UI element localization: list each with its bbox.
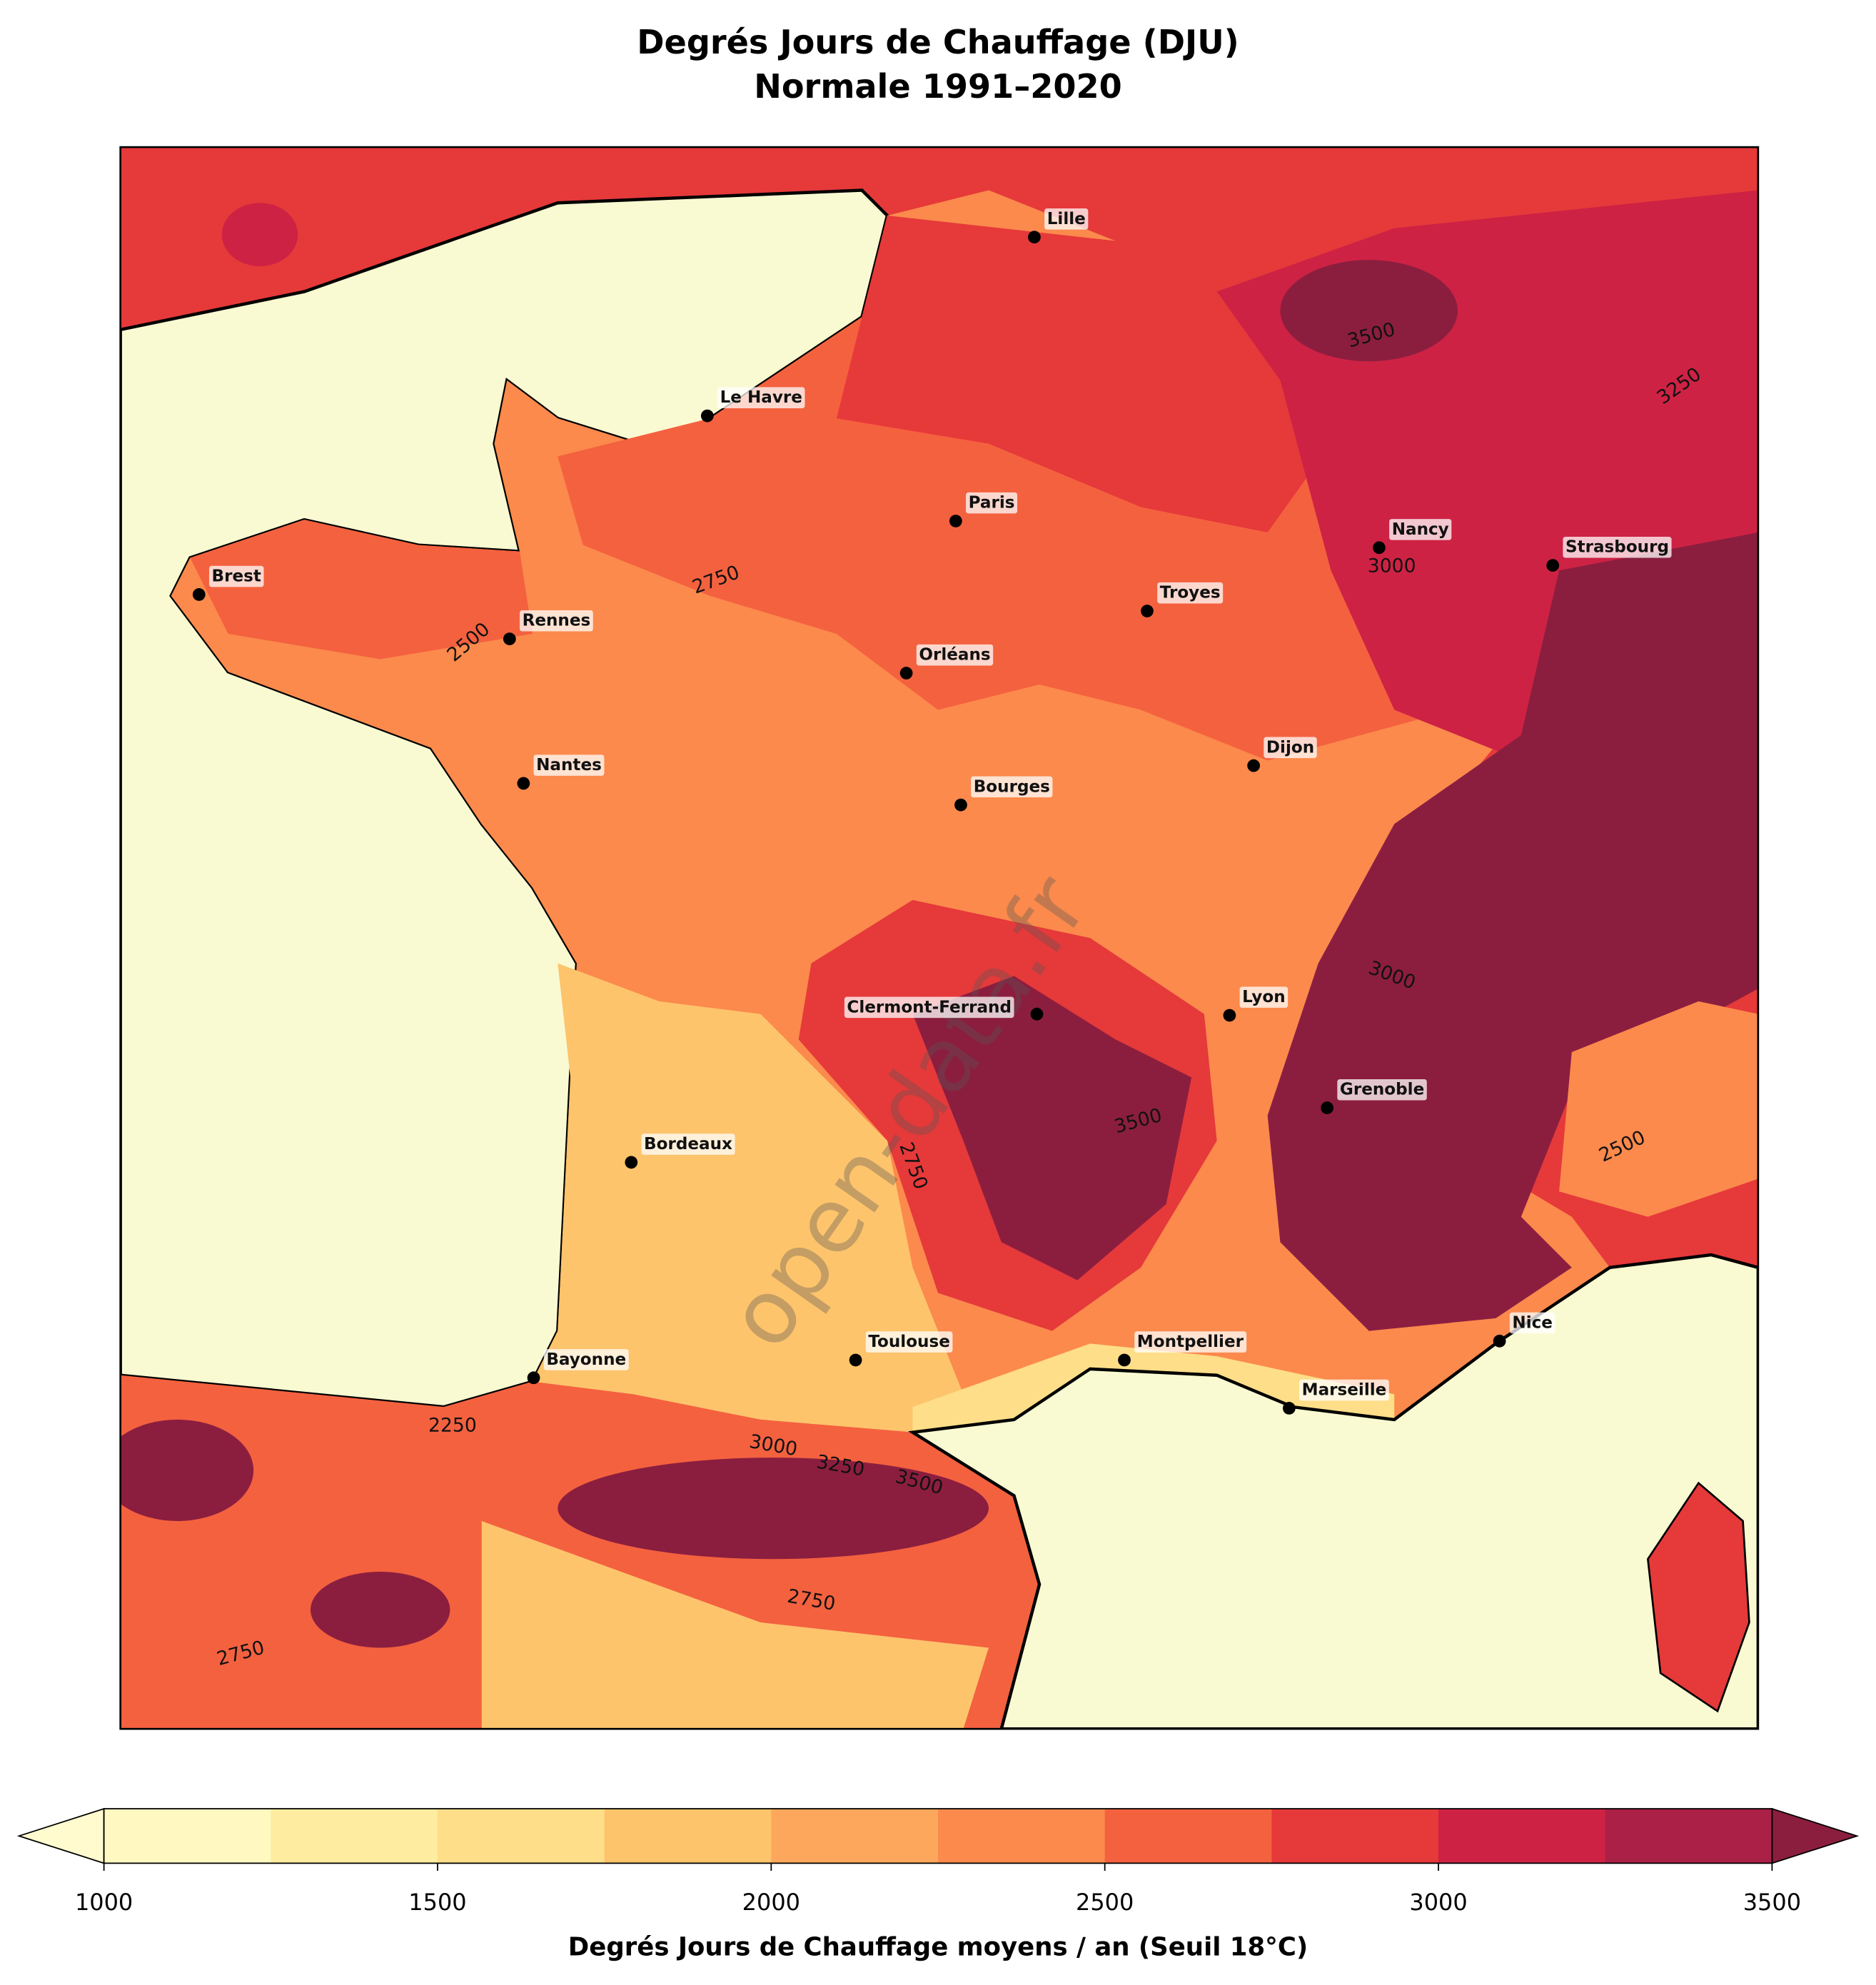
colorbar-tick-label: 2000 xyxy=(742,1889,800,1916)
city-label-bg xyxy=(844,996,1014,1019)
city-label: Paris xyxy=(969,494,1015,512)
city-label-bg xyxy=(916,644,994,666)
city-marker xyxy=(949,515,962,527)
city-label-bg xyxy=(641,1133,735,1155)
colorbar-frame xyxy=(103,1808,1773,1864)
city-marker xyxy=(1546,559,1560,572)
colorbar-bin xyxy=(271,1809,438,1864)
colorbar-tick-label: 2500 xyxy=(1076,1889,1134,1916)
city-label-bg xyxy=(543,1349,629,1370)
city-label: Lyon xyxy=(1242,988,1285,1006)
subtitle: Normale 1991–2020 xyxy=(754,67,1122,106)
city-label: Lille xyxy=(1047,210,1086,228)
city-label: Montpellier xyxy=(1137,1333,1244,1351)
city-label-bg xyxy=(971,776,1053,798)
city-label: Marseille xyxy=(1302,1381,1387,1400)
colorbar-tick-label: 3000 xyxy=(1409,1889,1467,1916)
city-label: Nantes xyxy=(536,756,602,774)
city-marker xyxy=(503,632,516,645)
city-label-bg xyxy=(1157,582,1224,604)
city-marker xyxy=(527,1371,540,1385)
frame xyxy=(119,146,1760,1730)
city-label: Bourges xyxy=(974,777,1050,796)
city-marker xyxy=(517,777,530,790)
city-label: Troyes xyxy=(1160,584,1221,602)
colorbar-bin xyxy=(1438,1809,1606,1864)
city-label: Nice xyxy=(1512,1313,1553,1332)
city-label: Orléans xyxy=(919,646,990,665)
city-label: Grenoble xyxy=(1340,1081,1424,1099)
city-label-bg xyxy=(1134,1331,1247,1353)
city-label: Le Havre xyxy=(720,388,802,407)
city-marker xyxy=(1493,1334,1506,1348)
city-label: Bayonne xyxy=(546,1350,626,1369)
city-label-bg xyxy=(1239,986,1289,1008)
colorbar-bin xyxy=(437,1809,605,1864)
contour-label: 3000 xyxy=(1368,555,1416,577)
city-label: Nancy xyxy=(1392,520,1449,539)
city-marker xyxy=(1373,541,1386,555)
colorbar-bin xyxy=(104,1809,272,1864)
city-label-bg xyxy=(1337,1079,1427,1101)
colorbar-label: Degrés Jours de Chauffage moyens / an (S… xyxy=(568,1932,1308,1961)
city-marker xyxy=(954,798,967,812)
city-marker xyxy=(192,588,206,601)
city-marker xyxy=(899,667,913,680)
city-label: Rennes xyxy=(523,612,591,630)
colorbar-bin xyxy=(938,1809,1106,1864)
city-label: Brest xyxy=(212,567,261,586)
city-label-bg xyxy=(1509,1312,1555,1334)
city-label-bg xyxy=(1389,519,1452,540)
colorbar-tick-label: 1000 xyxy=(75,1889,133,1916)
title: Degrés Jours de Chauffage (DJU) xyxy=(637,23,1239,61)
colorbar-bin xyxy=(1104,1809,1273,1864)
city-label: Bordeaux xyxy=(644,1135,732,1153)
city-label: Strasbourg xyxy=(1565,538,1669,557)
city-label-bg xyxy=(966,492,1018,514)
city-marker xyxy=(1282,1402,1296,1415)
colorbar-tick-label: 1500 xyxy=(408,1889,466,1916)
city-label: Clermont-Ferrand xyxy=(847,998,1012,1016)
city-marker xyxy=(1030,1007,1044,1021)
city-label-bg xyxy=(208,565,264,587)
city-marker xyxy=(849,1353,862,1367)
city-label-bg xyxy=(1264,737,1317,759)
city-marker xyxy=(1321,1101,1334,1114)
colorbar-tick-label: 3500 xyxy=(1743,1889,1801,1916)
city-label-bg xyxy=(865,1331,953,1353)
city-label: Dijon xyxy=(1266,738,1314,757)
colorbar-bin xyxy=(1605,1809,1773,1864)
map: open-data.fr xyxy=(120,147,1758,1729)
city-label-bg xyxy=(1563,536,1672,558)
colorbar-bin xyxy=(771,1809,939,1864)
city-label-bg xyxy=(520,610,593,632)
colorbar-extend-high xyxy=(1771,1807,1860,1864)
city-label-bg xyxy=(717,387,805,408)
colorbar-bin xyxy=(604,1809,772,1864)
city-marker xyxy=(625,1156,638,1169)
city-marker xyxy=(1223,1009,1236,1022)
city-marker xyxy=(1028,231,1041,244)
colorbar-extend-low xyxy=(16,1807,105,1864)
city-label-bg xyxy=(1299,1379,1389,1401)
city-label-bg xyxy=(533,754,605,776)
city-marker xyxy=(1118,1353,1131,1367)
colorbar-bin xyxy=(1271,1809,1439,1864)
city-label-bg xyxy=(1044,208,1089,230)
city-marker xyxy=(1141,605,1154,617)
contour-label: 2250 xyxy=(428,1414,477,1436)
city-marker xyxy=(700,409,714,423)
city-label: Toulouse xyxy=(868,1333,950,1351)
city-marker xyxy=(1247,759,1261,772)
